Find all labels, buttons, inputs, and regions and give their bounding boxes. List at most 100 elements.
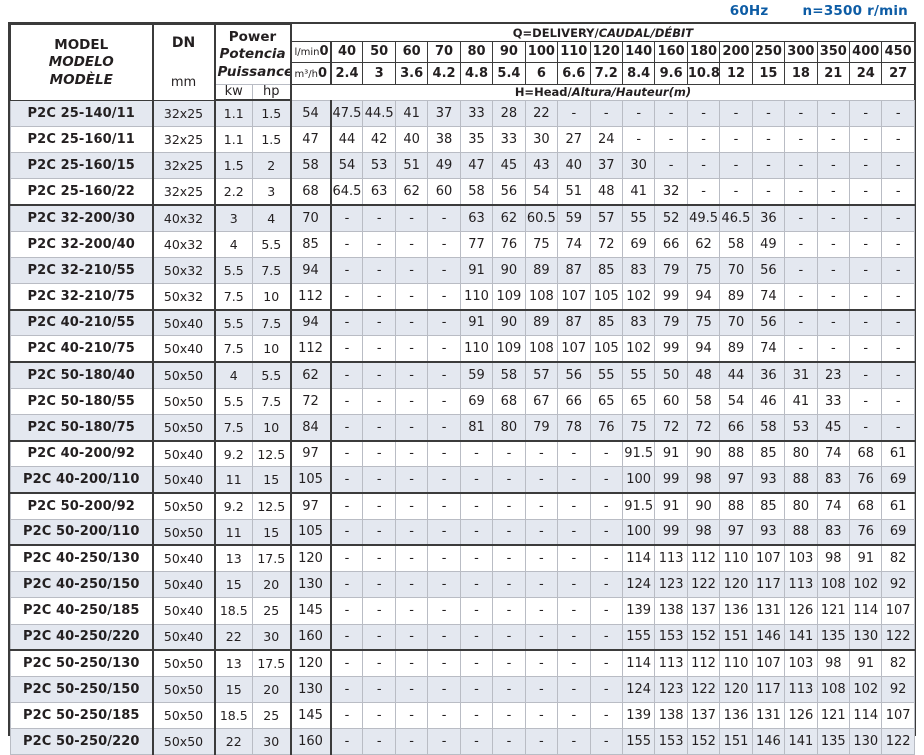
table-row[interactable]: P2C 32-210/55 50x32 5.5 7.5 94- - - -91 90 89 87 85… — [10, 256, 915, 285]
table-row[interactable]: P2C 25-160/11 32x25 1.1 1.5 47 44 42 40 38 35 33 30… — [10, 125, 915, 154]
row-head-value: 80 — [492, 414, 526, 442]
row-head-empty: - — [881, 361, 915, 389]
row-head-value: 113 — [654, 649, 688, 677]
row-power-hp: 7.5 — [251, 387, 292, 416]
row-head-value: 112 — [686, 544, 721, 573]
row-head-value: 44 — [719, 361, 753, 389]
row-head-value: 94 — [686, 335, 721, 364]
row-head-empty: - — [427, 387, 461, 416]
row-head-value: 139 — [621, 702, 656, 730]
row-power-hp: 12.5 — [251, 492, 292, 520]
row-head-value: 102 — [849, 675, 883, 704]
row-head-value: 49 — [751, 230, 786, 258]
row-head-value: 89 — [719, 335, 753, 364]
row-head-empty: - — [394, 466, 429, 495]
header-power-es: Potencia — [219, 46, 286, 63]
row-dn: 50x40 — [152, 335, 216, 364]
row-head-empty: - — [849, 309, 883, 337]
row-head-empty: - — [524, 728, 559, 755]
row-head-empty: - — [394, 387, 429, 416]
header-m3h-value: 3.6 — [394, 62, 429, 85]
row-head-q0: 105 — [290, 466, 332, 495]
row-head-value: 121 — [816, 702, 851, 730]
table-row[interactable]: P2C 32-200/40 40x32 4 5.5 85- - - -77 76 75 74 72 69… — [10, 230, 915, 258]
table-row[interactable]: P2C 50-180/75 50x50 7.5 10 84- - - -81 80 79 78 76 7… — [10, 414, 915, 442]
row-head-empty: - — [427, 518, 461, 547]
table-row[interactable]: P2C 40-250/220 50x40 22 30 160- - - - - - - - -155 15… — [10, 623, 915, 652]
row-model: P2C 50-200/110 — [10, 518, 154, 547]
header-m3h-value: 5.4 — [492, 62, 526, 85]
row-head-empty: - — [589, 649, 623, 677]
row-head-value: 67 — [524, 387, 559, 416]
table-row[interactable]: P2C 40-250/185 50x40 18.5 25 145- - - - - - - - -139… — [10, 597, 915, 625]
row-head-value: 83 — [816, 466, 851, 495]
row-dn: 40x32 — [152, 230, 216, 258]
row-head-empty: - — [330, 466, 364, 495]
row-head-empty: - — [719, 125, 753, 154]
row-power-hp: 7.5 — [251, 309, 292, 337]
row-head-value: 69 — [621, 230, 656, 258]
row-model: P2C 50-250/185 — [10, 702, 154, 730]
row-head-empty: - — [459, 492, 494, 520]
table-row[interactable]: P2C 40-200/110 50x40 11 15 105- - - - - - - - -100 99… — [10, 466, 915, 495]
table-row[interactable]: P2C 40-210/75 50x40 7.5 10 112- - - -110 109 108 1… — [10, 335, 915, 364]
row-head-value: 89 — [524, 309, 559, 337]
row-head-value: 28 — [492, 99, 526, 127]
pump-performance-table-wrapper: MODEL MODELO MODÈLE DN mm Power Potencia… — [8, 22, 916, 755]
table-row[interactable]: P2C 50-250/185 50x50 18.5 25 145- - - - - - - - -139… — [10, 702, 915, 730]
row-head-empty: - — [524, 649, 559, 677]
table-row[interactable]: P2C 40-250/130 50x40 13 17.5 120- - - - - - - - -114… — [10, 544, 915, 573]
flow-banner-italic: CAUDAL/DÉBIT — [598, 25, 694, 40]
row-model: P2C 25-140/11 — [10, 99, 154, 127]
table-row[interactable]: P2C 25-140/11 32x25 1.1 1.5 54 47.5 44.5 41 37 33… — [10, 99, 915, 127]
table-row[interactable]: P2C 40-200/92 50x40 9.2 12.5 97- - - - - - - - -91.5… — [10, 440, 915, 468]
row-head-empty: - — [330, 204, 364, 232]
row-head-empty: - — [589, 571, 623, 599]
row-head-value: 61 — [881, 492, 915, 520]
table-row[interactable]: P2C 25-160/22 32x25 2.2 3 68 64.5 63 62 60 58 56 54… — [10, 178, 915, 207]
row-head-empty: - — [427, 361, 461, 389]
head-banner: H=Head/Altura/Hauteur(m) — [289, 84, 915, 101]
row-head-empty: - — [557, 649, 591, 677]
row-head-empty: - — [849, 283, 883, 311]
row-head-value: 72 — [686, 414, 721, 442]
table-row[interactable]: P2C 50-200/110 50x50 11 15 105- - - - - - - - -100 99… — [10, 518, 915, 547]
row-head-value: 130 — [849, 623, 883, 652]
row-head-empty: - — [362, 230, 396, 258]
table-row[interactable]: P2C 32-210/75 50x32 7.5 10 112- - - -110 109 108 1… — [10, 283, 915, 311]
row-dn: 50x40 — [152, 440, 216, 468]
row-head-empty: - — [557, 544, 591, 573]
row-head-value: 114 — [849, 597, 883, 625]
row-head-value: 76 — [849, 466, 883, 495]
table-row[interactable]: P2C 50-180/55 50x50 5.5 7.5 72- - - -69 68 67 66 65… — [10, 387, 915, 416]
row-model: P2C 40-200/110 — [10, 466, 154, 495]
row-power-hp: 4 — [251, 204, 292, 232]
row-head-value: 98 — [686, 518, 721, 547]
table-row[interactable]: P2C 25-160/15 32x25 1.5 2 58 54 53 51 49 47 45 43 40… — [10, 152, 915, 180]
table-row[interactable]: P2C 50-250/220 50x50 22 30 160- - - - - - - - -155 15… — [10, 728, 915, 755]
row-dn: 32x25 — [152, 99, 216, 127]
row-head-q0: 120 — [290, 544, 332, 573]
table-row[interactable]: P2C 50-250/130 50x50 13 17.5 120- - - - - - - - -114… — [10, 649, 915, 677]
row-head-value: 65 — [589, 387, 623, 416]
row-head-empty: - — [459, 544, 494, 573]
table-row[interactable]: P2C 50-200/92 50x50 9.2 12.5 97- - - - - - - - -91.5… — [10, 492, 915, 520]
row-head-empty: - — [816, 152, 851, 180]
row-head-empty: - — [330, 309, 364, 337]
table-row[interactable]: P2C 50-180/40 50x50 4 5.5 62- - - -59 58 57 56 55 55… — [10, 361, 915, 389]
row-head-empty: - — [362, 361, 396, 389]
table-row[interactable]: P2C 40-210/55 50x40 5.5 7.5 94- - - -91 90 89 87 85… — [10, 309, 915, 337]
row-head-value: 65 — [621, 387, 656, 416]
header-power-cell: Power Potencia Puissance — [213, 24, 292, 85]
row-head-value: 80 — [784, 440, 818, 468]
table-row[interactable]: P2C 40-250/150 50x40 15 20 130- - - - - - - - -124 12… — [10, 571, 915, 599]
row-head-empty: - — [881, 414, 915, 442]
row-head-value: 120 — [719, 675, 753, 704]
row-head-value: 68 — [492, 387, 526, 416]
row-head-value: 151 — [719, 728, 753, 755]
table-row[interactable]: P2C 50-250/150 50x50 15 20 130- - - - - - - - -124 12… — [10, 675, 915, 704]
row-head-empty: - — [784, 125, 818, 154]
row-head-value: 99 — [654, 283, 688, 311]
row-head-value: 103 — [784, 544, 818, 573]
table-row[interactable]: P2C 32-200/30 40x32 3 4 70- - - -63 62 60.5 59 57 55… — [10, 204, 915, 232]
